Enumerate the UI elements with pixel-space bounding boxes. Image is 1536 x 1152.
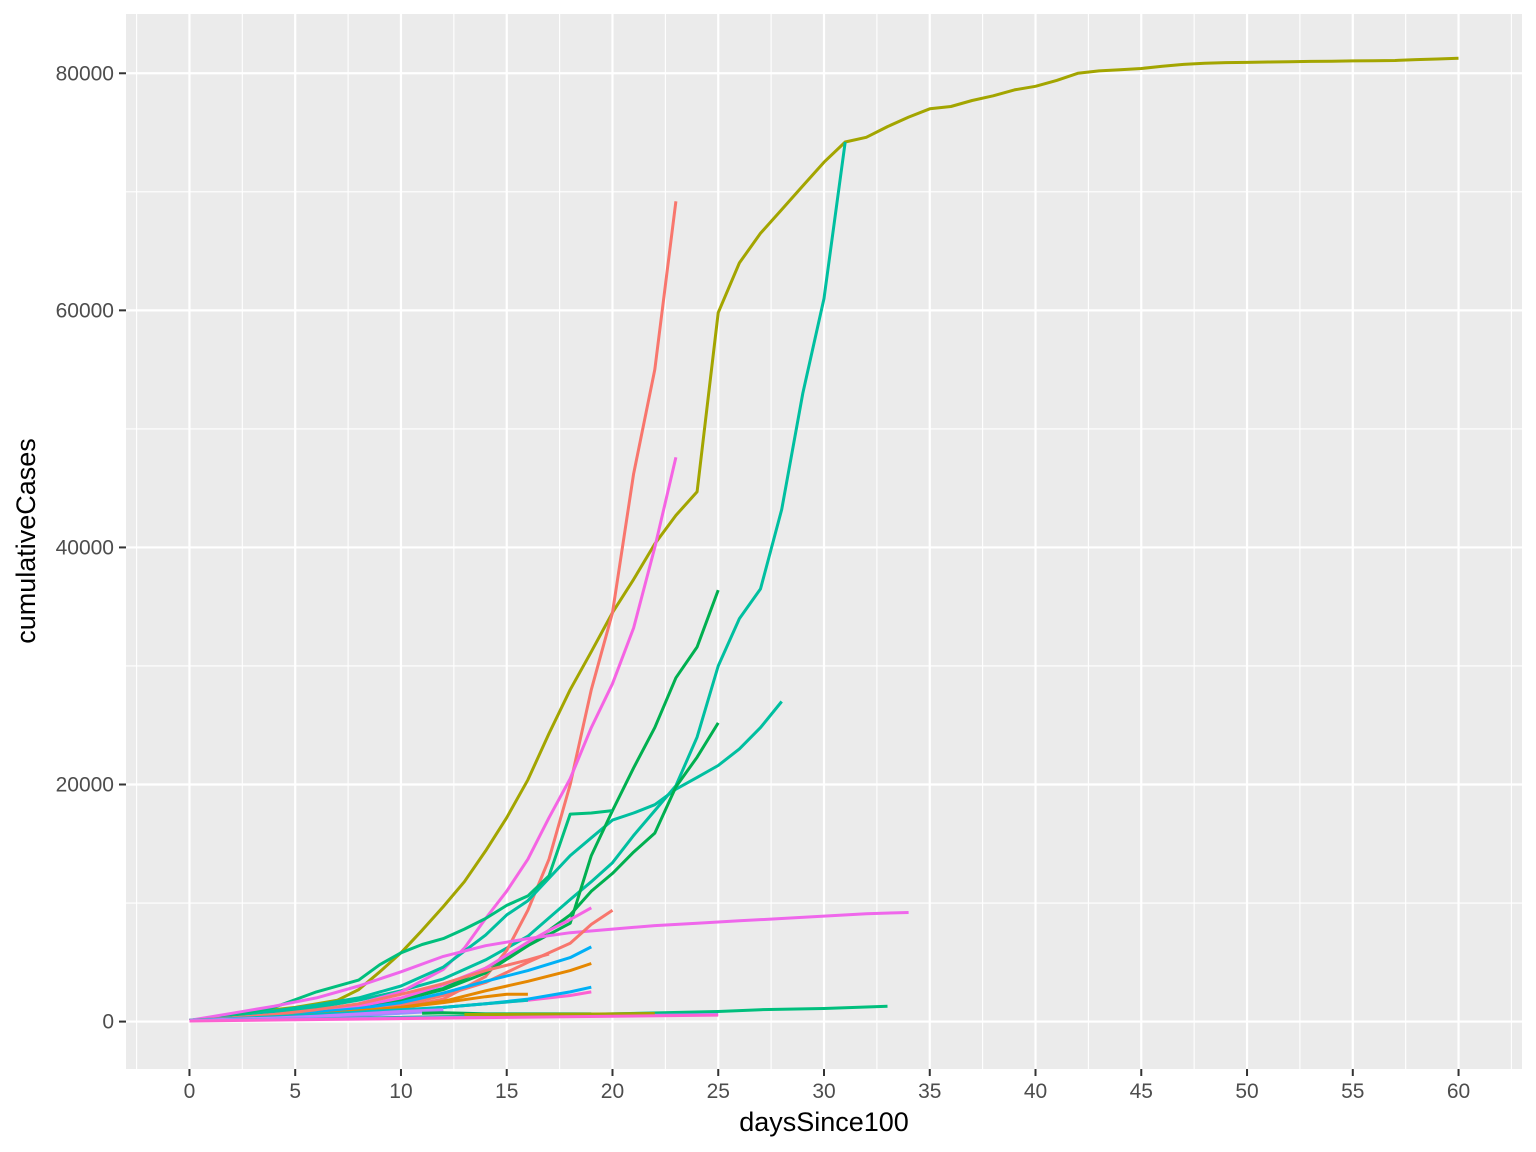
y-tick-label: 20000 — [56, 774, 114, 797]
grid-major — [126, 14, 1522, 1069]
x-tick-label: 15 — [495, 1080, 518, 1103]
x-tick-label: 5 — [289, 1080, 301, 1103]
y-tick-label: 40000 — [56, 536, 114, 559]
series-line-25 — [189, 1013, 719, 1023]
x-tick-label: 0 — [184, 1080, 196, 1103]
x-axis-title: daysSince100 — [739, 1107, 909, 1137]
series-line-24 — [464, 1012, 655, 1016]
x-tick-label: 50 — [1235, 1080, 1258, 1103]
series-line-5 — [189, 700, 783, 1022]
y-tick-label: 60000 — [56, 299, 114, 322]
y-tick-label: 0 — [102, 1011, 114, 1034]
y-axis: 0 20000 40000 60000 80000 — [56, 62, 126, 1034]
x-tick-label: 60 — [1447, 1080, 1470, 1103]
y-axis-title: cumulativeCases — [11, 438, 41, 644]
x-tick-label: 45 — [1130, 1080, 1153, 1103]
series-line-2 — [189, 141, 847, 1022]
x-axis: 0 5 10 15 20 25 30 35 40 45 50 55 60 — [184, 1069, 1470, 1103]
x-tick-label: 20 — [601, 1080, 624, 1103]
series-layer — [189, 56, 1459, 1023]
series-line-9 — [189, 911, 909, 1022]
x-tick-label: 30 — [812, 1080, 835, 1103]
x-tick-label: 25 — [707, 1080, 730, 1103]
x-tick-label: 10 — [389, 1080, 412, 1103]
y-tick-label: 80000 — [56, 62, 114, 85]
series-line-8 — [189, 809, 613, 1022]
x-tick-label: 40 — [1024, 1080, 1047, 1103]
x-tick-label: 55 — [1341, 1080, 1364, 1103]
x-tick-label: 35 — [918, 1080, 941, 1103]
